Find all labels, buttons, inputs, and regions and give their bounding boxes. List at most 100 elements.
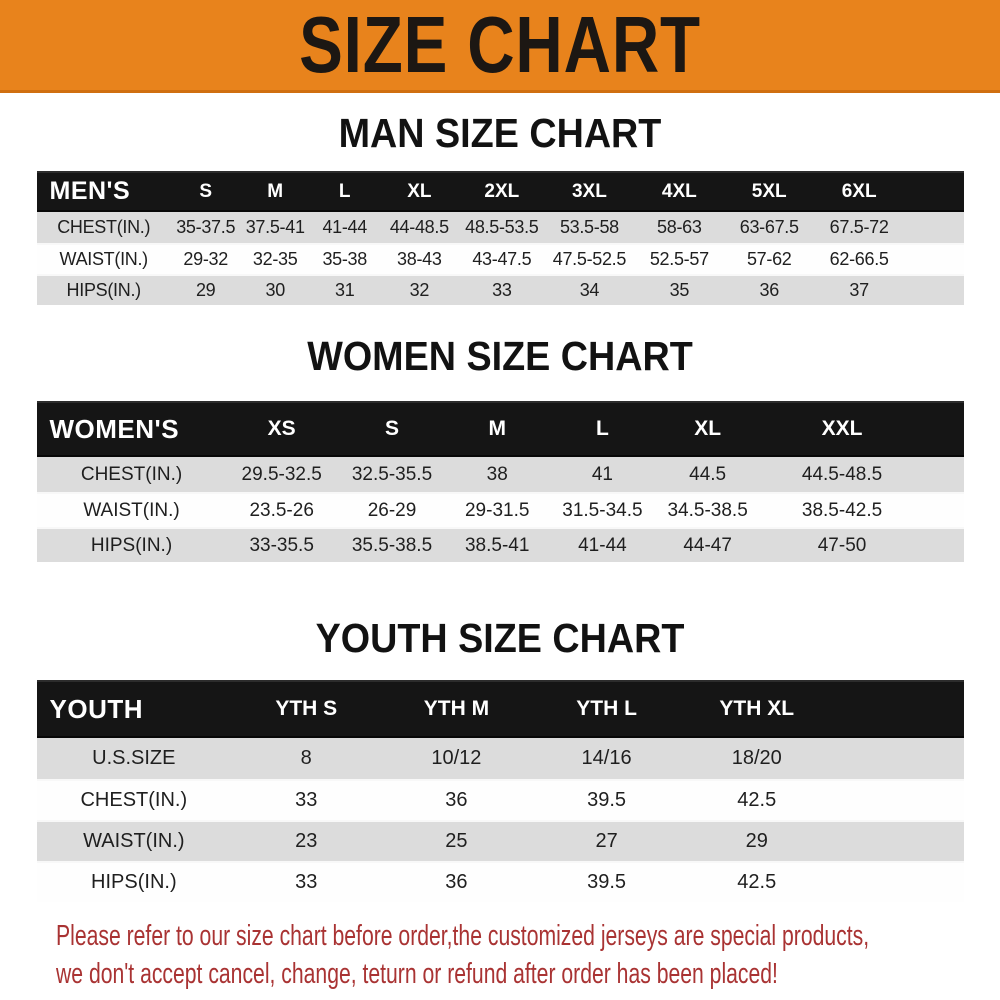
youth-size-cell: 33 [231, 779, 382, 820]
men-size-cell: 29-32 [170, 243, 241, 274]
women-size-cell: 29.5-32.5 [226, 457, 337, 492]
spacer-cell [926, 457, 964, 492]
banner: SIZE CHART [0, 0, 1000, 93]
men-col-header: M [240, 171, 310, 212]
men-col-header: L [309, 171, 380, 212]
table-row: CHEST(IN.) 35-37.5 37.5-41 41-44 44-48.5… [36, 212, 964, 243]
women-size-cell: 38 [447, 457, 548, 492]
table-row: CHEST(IN.) 33 36 39.5 42.5 [36, 779, 964, 820]
men-col-header: 2XL [459, 171, 545, 212]
spacer-cell [904, 243, 964, 274]
youth-header-bar: YOUTH YTH S YTH M YTH L YTH XL [36, 680, 964, 738]
men-size-cell: 37 [814, 274, 905, 305]
men-size-cell: 48.5-53.5 [459, 212, 545, 243]
banner-title: SIZE CHART [299, 0, 701, 89]
spacer-cell [831, 738, 964, 779]
youth-col-header: YTH S [231, 680, 382, 738]
youth-row-label: U.S.SIZE [36, 738, 232, 779]
youth-section: YOUTH SIZE CHART YOUTH YTH S YTH M YTH L… [0, 615, 1000, 902]
men-col-header: 4XL [634, 171, 725, 212]
men-table-corner-label: MEN'S [36, 171, 171, 212]
youth-row-label: WAIST(IN.) [36, 820, 232, 861]
women-size-cell: 32.5-35.5 [336, 457, 448, 492]
youth-size-cell: 23 [231, 820, 382, 861]
spacer-cell [904, 212, 964, 243]
spacer-cell [831, 779, 964, 820]
youth-col-header: YTH XL [681, 680, 832, 738]
men-size-cell: 41-44 [309, 212, 380, 243]
women-col-header: M [447, 401, 548, 457]
women-section: WOMEN SIZE CHART WOMEN'S XS S M L XL XXL… [0, 333, 1000, 562]
men-size-cell: 32-35 [240, 243, 310, 274]
youth-size-cell: 8 [231, 738, 382, 779]
women-size-cell: 44.5-48.5 [757, 457, 927, 492]
women-size-cell: 44-47 [657, 527, 758, 562]
women-size-cell: 38.5-42.5 [757, 492, 927, 527]
youth-size-cell: 42.5 [681, 861, 832, 902]
women-row-label: CHEST(IN.) [36, 457, 227, 492]
spacer-cell [926, 492, 964, 527]
men-header-bar: MEN'S S M L XL 2XL 3XL 4XL 5XL 6XL [36, 171, 964, 212]
youth-size-cell: 39.5 [531, 779, 682, 820]
men-row-label: HIPS(IN.) [36, 274, 171, 305]
women-size-cell: 38.5-41 [447, 527, 548, 562]
spacer-cell [926, 401, 964, 457]
youth-size-cell: 33 [231, 861, 382, 902]
men-size-cell: 29 [170, 274, 241, 305]
spacer-cell [926, 527, 964, 562]
youth-size-cell: 25 [381, 820, 532, 861]
men-col-header: XL [379, 171, 460, 212]
men-size-cell: 38-43 [379, 243, 460, 274]
women-size-cell: 41 [547, 457, 658, 492]
women-col-header: L [547, 401, 658, 457]
women-size-cell: 47-50 [757, 527, 927, 562]
women-row-label: WAIST(IN.) [36, 492, 227, 527]
women-row-label: HIPS(IN.) [36, 527, 227, 562]
women-size-cell: 33-35.5 [226, 527, 337, 562]
women-col-header: XS [226, 401, 337, 457]
spacer-cell [831, 820, 964, 861]
men-size-table: MEN'S S M L XL 2XL 3XL 4XL 5XL 6XL CHEST… [36, 171, 964, 305]
table-row: WAIST(IN.) 23 25 27 29 [36, 820, 964, 861]
men-col-header: 3XL [544, 171, 635, 212]
youth-col-header: YTH L [531, 680, 682, 738]
youth-size-cell: 36 [381, 861, 532, 902]
men-size-cell: 35-38 [309, 243, 380, 274]
men-size-cell: 36 [724, 274, 815, 305]
men-section: MAN SIZE CHART MEN'S S M L XL 2XL 3XL 4X… [0, 110, 1000, 305]
youth-size-cell: 36 [381, 779, 532, 820]
men-size-cell: 31 [309, 274, 380, 305]
men-size-cell: 33 [459, 274, 545, 305]
women-size-table: WOMEN'S XS S M L XL XXL CHEST(IN.) 29.5-… [36, 401, 964, 562]
disclaimer-line2: we don't accept cancel, change, teturn o… [56, 958, 778, 990]
men-col-header: 6XL [814, 171, 905, 212]
men-size-cell: 30 [240, 274, 310, 305]
men-size-cell: 43-47.5 [459, 243, 545, 274]
youth-table-corner-label: YOUTH [36, 680, 232, 738]
women-size-cell: 31.5-34.5 [547, 492, 658, 527]
youth-size-cell: 39.5 [531, 861, 682, 902]
women-section-heading: WOMEN SIZE CHART [307, 333, 693, 379]
men-size-cell: 34 [544, 274, 635, 305]
women-size-cell: 23.5-26 [226, 492, 337, 527]
men-size-cell: 58-63 [634, 212, 725, 243]
men-size-cell: 35-37.5 [170, 212, 241, 243]
women-size-cell: 35.5-38.5 [336, 527, 448, 562]
men-row-label: CHEST(IN.) [36, 212, 171, 243]
women-col-header: XXL [757, 401, 927, 457]
youth-col-header: YTH M [381, 680, 532, 738]
men-size-cell: 57-62 [724, 243, 815, 274]
women-table-corner-label: WOMEN'S [36, 401, 227, 457]
men-size-cell: 62-66.5 [814, 243, 905, 274]
table-row: HIPS(IN.) 29 30 31 32 33 34 35 36 37 [36, 274, 964, 305]
table-row: U.S.SIZE 8 10/12 14/16 18/20 [36, 738, 964, 779]
men-size-cell: 35 [634, 274, 725, 305]
table-row: WAIST(IN.) 23.5-26 26-29 29-31.5 31.5-34… [36, 492, 964, 527]
women-col-header: XL [657, 401, 758, 457]
youth-size-cell: 10/12 [381, 738, 532, 779]
youth-row-label: CHEST(IN.) [36, 779, 232, 820]
table-row: WAIST(IN.) 29-32 32-35 35-38 38-43 43-47… [36, 243, 964, 274]
men-size-cell: 37.5-41 [240, 212, 310, 243]
youth-size-table: YOUTH YTH S YTH M YTH L YTH XL U.S.SIZE … [36, 680, 964, 902]
spacer-cell [831, 680, 964, 738]
